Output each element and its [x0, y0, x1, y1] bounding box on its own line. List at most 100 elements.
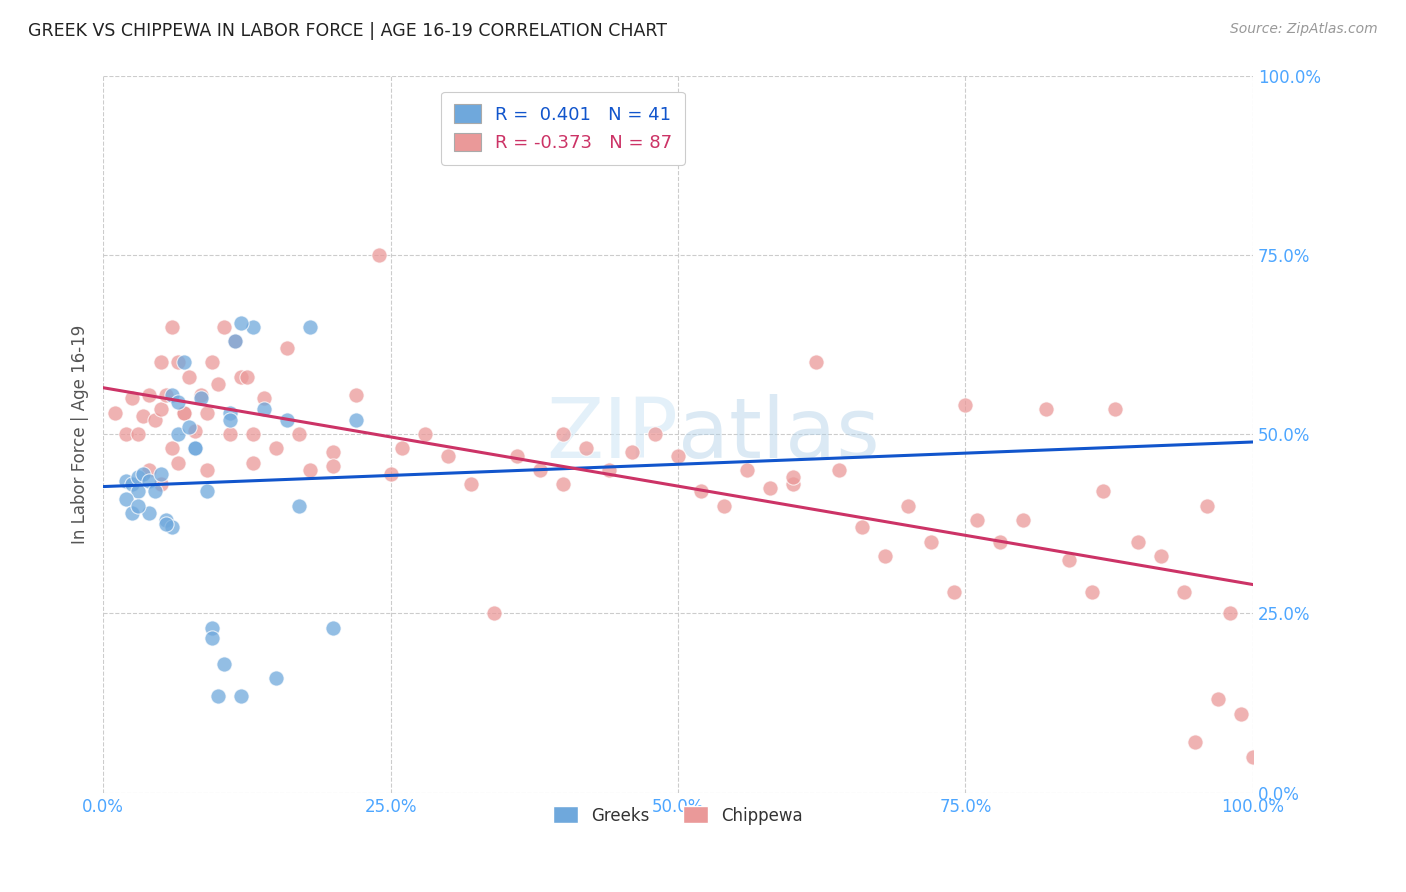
Point: [551, 477, 574, 491]
Point: [264, 671, 287, 685]
Point: [299, 319, 322, 334]
Point: [1035, 402, 1057, 417]
Point: [759, 481, 782, 495]
Point: [873, 549, 896, 563]
Point: [966, 513, 988, 527]
Point: [506, 449, 529, 463]
Point: [121, 477, 143, 491]
Point: [1092, 484, 1115, 499]
Point: [344, 413, 367, 427]
Point: [138, 463, 160, 477]
Point: [236, 369, 259, 384]
Point: [212, 657, 235, 671]
Point: [322, 445, 344, 459]
Point: [195, 463, 218, 477]
Point: [460, 477, 482, 491]
Point: [482, 607, 505, 621]
Point: [160, 319, 183, 334]
Point: [644, 427, 666, 442]
Point: [167, 355, 190, 369]
Point: [920, 534, 942, 549]
Point: [149, 402, 172, 417]
Point: [229, 689, 252, 703]
Point: [127, 470, 149, 484]
Point: [167, 394, 190, 409]
Point: [160, 520, 183, 534]
Point: [782, 470, 804, 484]
Point: [242, 319, 264, 334]
Point: [1173, 585, 1195, 599]
Point: [218, 413, 240, 427]
Point: [287, 499, 309, 513]
Point: [149, 467, 172, 481]
Point: [115, 427, 138, 442]
Text: GREEK VS CHIPPEWA IN LABOR FORCE | AGE 16-19 CORRELATION CHART: GREEK VS CHIPPEWA IN LABOR FORCE | AGE 1…: [28, 22, 666, 40]
Point: [115, 474, 138, 488]
Point: [207, 689, 229, 703]
Point: [942, 585, 965, 599]
Point: [1219, 607, 1241, 621]
Point: [160, 442, 183, 456]
Point: [380, 467, 402, 481]
Point: [149, 477, 172, 491]
Point: [1126, 534, 1149, 549]
Point: [212, 319, 235, 334]
Text: ZIP: ZIP: [546, 393, 678, 475]
Point: [173, 355, 195, 369]
Point: [173, 406, 195, 420]
Point: [138, 387, 160, 401]
Point: [224, 334, 246, 348]
Point: [184, 442, 207, 456]
Point: [1012, 513, 1035, 527]
Point: [1104, 402, 1126, 417]
Point: [229, 316, 252, 330]
Y-axis label: In Labor Force | Age 16-19: In Labor Force | Age 16-19: [72, 325, 89, 544]
Point: [132, 467, 155, 481]
Point: [190, 391, 212, 405]
Point: [391, 442, 413, 456]
Point: [713, 499, 735, 513]
Point: [121, 506, 143, 520]
Point: [437, 449, 460, 463]
Point: [121, 391, 143, 405]
Point: [299, 463, 322, 477]
Point: [143, 413, 166, 427]
Point: [253, 391, 276, 405]
Point: [897, 499, 920, 513]
Point: [344, 387, 367, 401]
Point: [218, 427, 240, 442]
Point: [201, 355, 224, 369]
Point: [195, 406, 218, 420]
Point: [155, 387, 177, 401]
Text: Source: ZipAtlas.com: Source: ZipAtlas.com: [1230, 22, 1378, 37]
Point: [143, 484, 166, 499]
Point: [368, 248, 391, 262]
Point: [224, 334, 246, 348]
Point: [242, 456, 264, 470]
Point: [1241, 749, 1264, 764]
Point: [690, 484, 713, 499]
Point: [666, 449, 689, 463]
Point: [620, 445, 643, 459]
Point: [190, 387, 212, 401]
Point: [201, 621, 224, 635]
Point: [276, 341, 298, 355]
Point: [276, 413, 298, 427]
Point: [287, 427, 309, 442]
Point: [115, 491, 138, 506]
Point: [127, 499, 149, 513]
Point: [551, 427, 574, 442]
Point: [1150, 549, 1173, 563]
Point: [167, 456, 190, 470]
Point: [1057, 552, 1080, 566]
Point: [155, 516, 177, 531]
Point: [828, 463, 851, 477]
Point: [955, 398, 977, 412]
Point: [184, 442, 207, 456]
Point: [218, 406, 240, 420]
Point: [253, 402, 276, 417]
Point: [782, 477, 804, 491]
Point: [132, 409, 155, 424]
Point: [1230, 706, 1253, 721]
Point: [1184, 735, 1206, 749]
